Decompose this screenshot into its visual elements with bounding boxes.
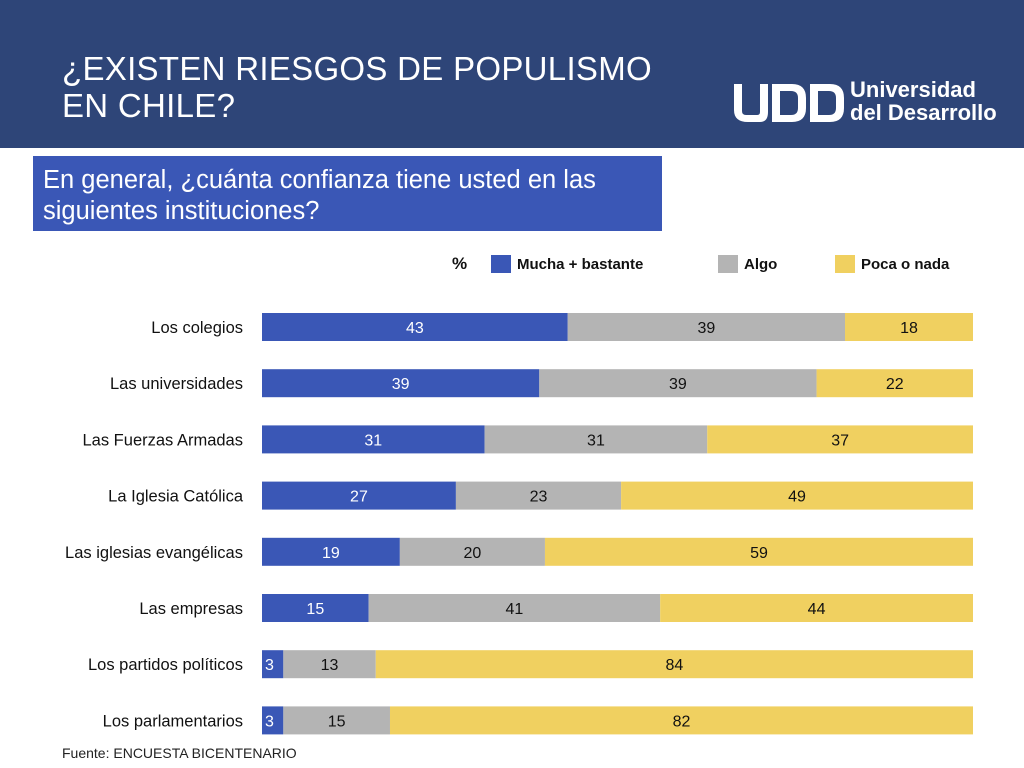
data-label-los-parlamentarios-algo: 15 xyxy=(328,713,346,730)
bar-las-iglesias-evangelicas-algo xyxy=(399,537,545,566)
data-label-los-parlamentarios-mucha-bastante: 3 xyxy=(265,713,274,730)
stacked-bar-chart: % Mucha + bastante Algo Poca o nada Los cole… xyxy=(65,254,974,735)
data-label-la-iglesia-catolica-algo: 23 xyxy=(530,489,548,506)
category-label-las-universidades: Las universidades xyxy=(110,375,243,393)
title-line-2: EN CHILE? xyxy=(62,87,236,124)
bar-los-colegios-poca-o-nada xyxy=(845,313,973,341)
source-note: Fuente: ENCUESTA BICENTENARIO xyxy=(62,745,297,761)
data-label-las-iglesias-evangelicas-poca-o-nada: 59 xyxy=(750,545,768,562)
data-label-las-empresas-algo: 41 xyxy=(506,601,524,618)
category-label-la-iglesia-catolica: La Iglesia Católica xyxy=(108,488,244,506)
data-label-los-colegios-mucha-bastante: 43 xyxy=(406,320,424,337)
udd-logo: Universidad del Desarrollo xyxy=(730,74,1010,130)
bar-los-parlamentarios-poca-o-nada xyxy=(389,706,974,735)
question-line-2: siguientes instituciones? xyxy=(43,197,320,225)
page-title: ¿EXISTEN RIESGOS DE POPULISMO EN CHILE? xyxy=(62,50,702,124)
data-label-los-colegios-algo: 39 xyxy=(697,320,715,337)
category-label-los-colegios: Los colegios xyxy=(151,319,243,337)
legend-unit-label: % xyxy=(452,254,467,273)
header-banner: ¿EXISTEN RIESGOS DE POPULISMO EN CHILE? … xyxy=(0,0,1024,148)
data-label-las-fuerzas-armadas-mucha-bastante: 31 xyxy=(364,432,382,449)
data-label-las-fuerzas-armadas-poca-o-nada: 37 xyxy=(831,432,849,449)
bar-la-iglesia-catolica-algo xyxy=(455,481,622,510)
data-label-las-empresas-poca-o-nada: 44 xyxy=(808,601,826,618)
bar-las-empresas-poca-o-nada xyxy=(660,594,973,622)
bar-los-partidos-politicos-poca-o-nada xyxy=(375,650,973,679)
bar-los-colegios-mucha-bastante xyxy=(262,313,568,341)
data-label-los-partidos-politicos-mucha-bastante: 3 xyxy=(265,657,274,674)
bar-las-universidades-algo xyxy=(539,369,817,398)
legend-label-mucha-bastante: Mucha + bastante xyxy=(517,256,643,273)
data-label-las-universidades-algo: 39 xyxy=(669,376,687,393)
category-label-los-partidos-politicos: Los partidos políticos xyxy=(88,656,243,674)
legend-swatch-poca-o-nada xyxy=(835,255,855,273)
data-label-los-colegios-poca-o-nada: 18 xyxy=(900,320,918,337)
legend-swatch-algo xyxy=(718,255,738,273)
data-label-las-iglesias-evangelicas-mucha-bastante: 19 xyxy=(322,545,340,562)
data-label-las-fuerzas-armadas-algo: 31 xyxy=(587,432,605,449)
bar-los-colegios-algo xyxy=(567,313,846,341)
legend-swatch-mucha-bastante xyxy=(491,255,511,273)
category-label-los-parlamentarios: Los parlamentarios xyxy=(103,712,243,730)
legend-label-algo: Algo xyxy=(744,256,777,273)
data-label-los-partidos-politicos-poca-o-nada: 84 xyxy=(665,657,683,674)
category-label-las-empresas: Las empresas xyxy=(139,600,243,618)
question-line-1: En general, ¿cuánta confianza tiene uste… xyxy=(43,166,596,194)
udd-logo-mark-icon xyxy=(734,84,844,122)
bar-los-parlamentarios-mucha-bastante xyxy=(262,706,284,735)
data-label-los-parlamentarios-poca-o-nada: 82 xyxy=(673,713,691,730)
bar-las-iglesias-evangelicas-mucha-bastante xyxy=(262,537,400,566)
bar-las-fuerzas-armadas-mucha-bastante xyxy=(262,425,485,454)
logo-word-1: Universidad xyxy=(850,77,976,102)
bar-las-fuerzas-armadas-poca-o-nada xyxy=(707,425,973,454)
data-label-las-universidades-mucha-bastante: 39 xyxy=(392,376,410,393)
data-label-los-partidos-politicos-algo: 13 xyxy=(321,657,339,674)
bar-la-iglesia-catolica-mucha-bastante xyxy=(262,481,456,510)
bar-las-universidades-poca-o-nada xyxy=(816,369,973,398)
bar-la-iglesia-catolica-poca-o-nada xyxy=(621,481,973,510)
bar-los-parlamentarios-algo xyxy=(283,706,390,735)
bar-las-empresas-algo xyxy=(368,594,661,622)
survey-question: En general, ¿cuánta confianza tiene uste… xyxy=(33,156,662,231)
category-label-las-iglesias-evangelicas: Las iglesias evangélicas xyxy=(65,544,243,562)
data-label-las-iglesias-evangelicas-algo: 20 xyxy=(463,545,481,562)
data-label-las-empresas-mucha-bastante: 15 xyxy=(306,601,324,618)
data-label-la-iglesia-catolica-mucha-bastante: 27 xyxy=(350,489,368,506)
bar-las-universidades-mucha-bastante xyxy=(262,369,540,398)
bar-las-empresas-mucha-bastante xyxy=(262,594,369,622)
bar-los-partidos-politicos-algo xyxy=(283,650,376,679)
bar-las-fuerzas-armadas-algo xyxy=(484,425,708,454)
legend-label-poca-o-nada: Poca o nada xyxy=(861,256,950,273)
bar-los-partidos-politicos-mucha-bastante xyxy=(262,650,284,679)
bar-las-iglesias-evangelicas-poca-o-nada xyxy=(544,537,973,566)
category-label-las-fuerzas-armadas: Las Fuerzas Armadas xyxy=(83,431,244,449)
data-label-la-iglesia-catolica-poca-o-nada: 49 xyxy=(788,489,806,506)
title-line-1: ¿EXISTEN RIESGOS DE POPULISMO xyxy=(62,50,652,87)
data-label-las-universidades-poca-o-nada: 22 xyxy=(886,376,904,393)
logo-word-2: del Desarrollo xyxy=(850,100,997,125)
